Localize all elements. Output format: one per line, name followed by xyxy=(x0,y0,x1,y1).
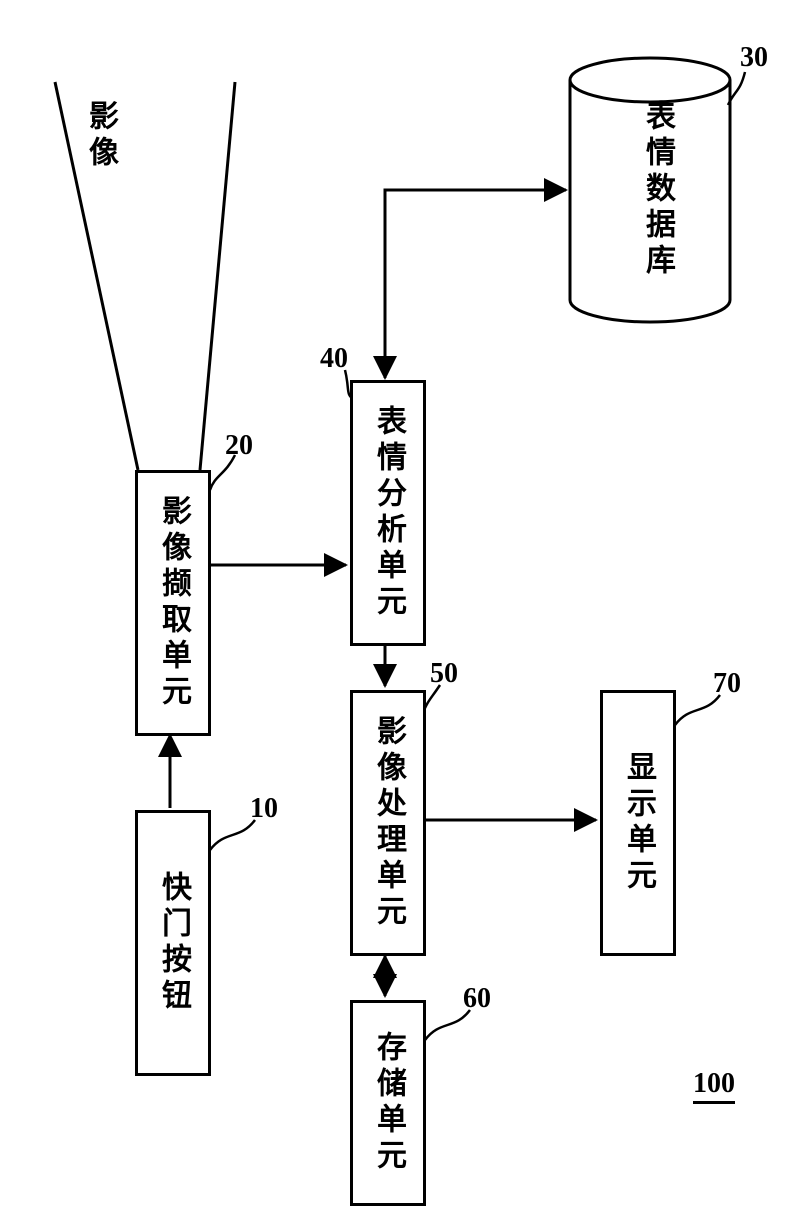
storage-label: 存储单元 xyxy=(366,1031,410,1175)
block-diagram: 影像 影像撷取单元 20 快门按钮 10 表情分析单元 40 表情数据库 30 … xyxy=(0,0,800,1158)
storage-block: 存储单元 xyxy=(350,1000,426,1206)
shutter-label: 快门按钮 xyxy=(151,871,195,1015)
processing-label: 影像处理单元 xyxy=(366,715,410,931)
edge-analysis-database xyxy=(385,190,566,378)
capture-unit-block: 影像撷取单元 xyxy=(135,470,211,736)
display-num: 70 xyxy=(713,668,741,700)
display-label: 显示单元 xyxy=(616,751,660,895)
display-block: 显示单元 xyxy=(600,690,676,956)
analysis-block: 表情分析单元 xyxy=(350,380,426,646)
shutter-block: 快门按钮 xyxy=(135,810,211,1076)
database-num: 30 xyxy=(740,42,768,74)
capture-unit-label: 影像撷取单元 xyxy=(151,495,195,711)
storage-num: 60 xyxy=(463,983,491,1015)
processing-num: 50 xyxy=(430,658,458,690)
capture-unit-num: 20 xyxy=(225,430,253,462)
processing-block: 影像处理单元 xyxy=(350,690,426,956)
shutter-num: 10 xyxy=(250,793,278,825)
image-input-label: 影像 xyxy=(78,100,122,172)
system-num: 100 xyxy=(693,1068,735,1100)
database-label: 表情数据库 xyxy=(635,100,679,280)
analysis-label: 表情分析单元 xyxy=(366,405,410,621)
leader-10 xyxy=(210,820,255,850)
analysis-num: 40 xyxy=(320,343,348,375)
